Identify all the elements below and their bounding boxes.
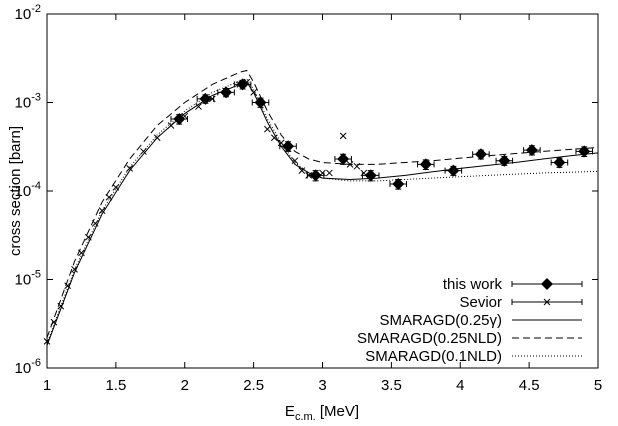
y-tick-label: 10-6: [15, 357, 41, 377]
x-tick-label: 4.5: [519, 377, 540, 394]
legend-label: SMARAGD(0.25γ): [379, 312, 502, 329]
x-tick-label: 2.5: [243, 377, 264, 394]
point: [181, 112, 189, 120]
y-tick-label: 10-3: [15, 92, 41, 112]
legend-label: Sevior: [459, 294, 502, 311]
point: [578, 145, 591, 158]
point: [195, 103, 202, 110]
x-tick-label: 3: [318, 377, 326, 394]
point: [270, 134, 278, 142]
y-axis-label: cross section [barn]: [7, 126, 24, 256]
model-line: [46, 78, 599, 344]
point: [339, 132, 347, 140]
point: [319, 169, 326, 177]
point: [337, 152, 350, 165]
point: [498, 154, 511, 167]
point: [291, 157, 299, 165]
x-tick-label: 4: [456, 377, 464, 394]
point: [360, 169, 368, 177]
point: [282, 140, 295, 153]
legend-label: SMARAGD(0.1NLD): [365, 348, 502, 365]
legend-marker: [541, 278, 553, 290]
point: [298, 167, 306, 174]
plot-frame: [46, 13, 599, 369]
y-tick-label: 10-5: [15, 269, 41, 289]
x-tick-label: 1: [43, 377, 51, 394]
x-tick-label: 1.5: [105, 377, 126, 394]
point: [284, 145, 292, 153]
x-tick-label: 3.5: [381, 377, 402, 394]
point: [126, 165, 134, 172]
point: [553, 156, 566, 169]
point: [326, 169, 333, 177]
y-tick-label: 10-4: [15, 180, 41, 200]
point: [525, 144, 538, 157]
legend-label: SMARAGD(0.25NLD): [357, 330, 502, 347]
point: [98, 207, 106, 214]
legend-label: this work: [443, 276, 503, 293]
point: [264, 125, 271, 133]
model-line: [46, 69, 599, 338]
x-tick-label: 5: [594, 377, 602, 394]
point: [236, 78, 249, 91]
x-tick-label: 2: [181, 377, 189, 394]
y-tick-label: 10-2: [15, 3, 41, 23]
point: [392, 177, 405, 190]
point: [474, 148, 487, 161]
model-line: [46, 81, 599, 346]
x-axis-label: Ec.m. [MeV]: [285, 403, 359, 423]
legend-marker: [543, 298, 551, 306]
point: [419, 158, 432, 171]
point: [447, 164, 460, 177]
